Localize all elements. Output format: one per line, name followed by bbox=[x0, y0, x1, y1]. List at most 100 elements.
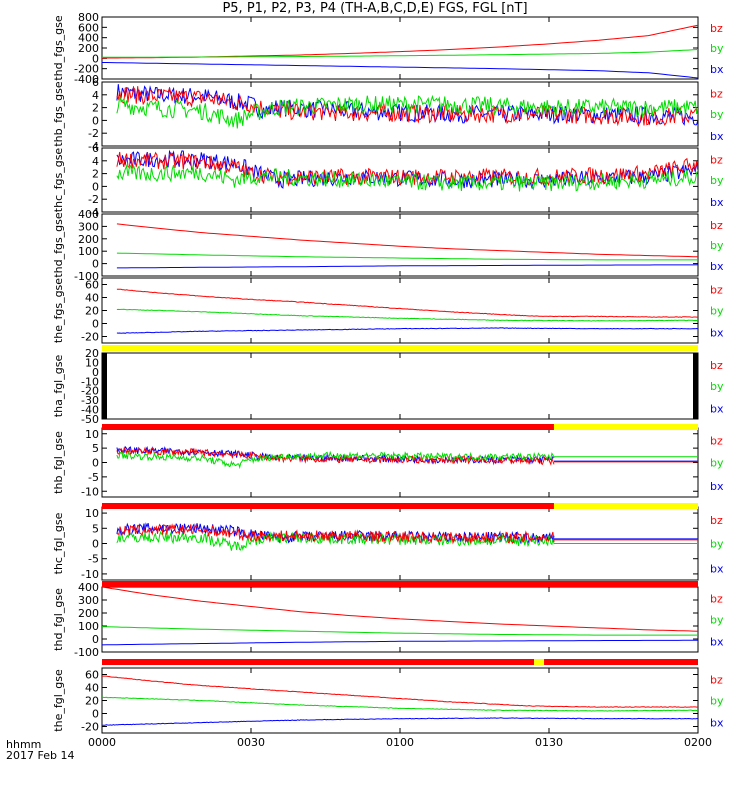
legend-bx: bx bbox=[710, 327, 724, 340]
y-tick-label: 10 bbox=[85, 428, 99, 441]
series-by-line bbox=[102, 49, 698, 58]
legend-by: by bbox=[710, 614, 724, 627]
y-tick-label: 4 bbox=[92, 89, 99, 102]
legend-bx: bx bbox=[710, 562, 724, 575]
y-tick-label: 0 bbox=[92, 180, 99, 193]
y-tick-label: 10 bbox=[85, 507, 99, 520]
series-bz-line bbox=[102, 587, 698, 632]
y-tick-label: 300 bbox=[78, 594, 99, 607]
data-edge-marker bbox=[102, 353, 107, 419]
panel-frame bbox=[101, 277, 699, 344]
y-tick-label: 2 bbox=[92, 102, 99, 115]
legend-bz: bz bbox=[710, 593, 723, 606]
series-bz-line bbox=[116, 151, 698, 187]
y-axis-label: thc_fgl_gse bbox=[52, 512, 65, 574]
legend-by: by bbox=[710, 538, 724, 551]
y-tick-label: 200 bbox=[78, 42, 99, 55]
status-bar-segment bbox=[102, 581, 698, 587]
y-tick-label: 20 bbox=[85, 695, 99, 708]
y-tick-label: -100 bbox=[74, 646, 99, 659]
series-bx-line bbox=[116, 327, 698, 334]
legend-by: by bbox=[710, 457, 724, 470]
legend-by: by bbox=[710, 108, 724, 121]
panel-frame bbox=[101, 352, 699, 420]
y-tick-label: 5 bbox=[92, 442, 99, 455]
y-tick-label: -5 bbox=[88, 553, 99, 566]
y-tick-label: 200 bbox=[78, 607, 99, 620]
series-group bbox=[116, 445, 698, 470]
y-tick-label: -2 bbox=[88, 193, 99, 206]
y-tick-label: 60 bbox=[85, 279, 99, 292]
y-tick-label: 400 bbox=[78, 581, 99, 594]
y-tick-label: -20 bbox=[81, 721, 99, 734]
status-bar-segment bbox=[544, 659, 698, 665]
y-axis-label: thd_fgl_gse bbox=[52, 588, 65, 651]
legend-bz: bz bbox=[710, 154, 723, 167]
series-bz-line bbox=[116, 223, 698, 258]
y-tick-label: 600 bbox=[78, 21, 99, 34]
legend-bz: bz bbox=[710, 514, 723, 527]
y-tick-label: 800 bbox=[78, 11, 99, 24]
y-tick-label: 5 bbox=[92, 522, 99, 535]
legend-by: by bbox=[710, 380, 724, 393]
y-tick-label: -100 bbox=[74, 270, 99, 283]
status-bar-segment bbox=[102, 659, 535, 665]
series-bx-line bbox=[102, 717, 698, 726]
panel-frame bbox=[101, 213, 699, 277]
status-bar-segment bbox=[553, 424, 698, 430]
legend-bz: bz bbox=[710, 359, 723, 372]
series-by-line bbox=[116, 450, 555, 470]
legend-bz: bz bbox=[710, 674, 723, 687]
y-axis-label: thd_fgs_gse bbox=[52, 15, 65, 81]
series-group bbox=[116, 84, 698, 129]
date-label: 2017 Feb 14 bbox=[6, 749, 75, 762]
series-bx-line bbox=[102, 639, 698, 646]
y-tick-label: -10 bbox=[81, 485, 99, 498]
y-tick-label: 0 bbox=[92, 708, 99, 721]
y-tick-label: -40 bbox=[81, 404, 99, 417]
y-axis-label: thb_fgs_gse bbox=[52, 81, 65, 147]
y-tick-label: -200 bbox=[74, 63, 99, 76]
series-bz-line bbox=[116, 288, 698, 318]
y-tick-label: 0 bbox=[92, 633, 99, 646]
series-by-line bbox=[116, 530, 555, 551]
series-by-line bbox=[116, 163, 698, 192]
y-tick-label: 300 bbox=[78, 220, 99, 233]
y-tick-label: -20 bbox=[81, 331, 99, 344]
y-tick-label: -4 bbox=[88, 206, 99, 219]
panel-thb-fgl-gse: -10-50 510 thb_fgl_gse bz by bx bbox=[52, 427, 724, 498]
y-tick-label: 2 bbox=[92, 168, 99, 181]
legend-by: by bbox=[710, 305, 724, 318]
series-by-line bbox=[102, 626, 698, 636]
y-tick-label: 6 bbox=[92, 76, 99, 89]
y-axis-label: thd_fgs_gse bbox=[52, 212, 65, 278]
series-by-line bbox=[102, 696, 698, 712]
y-axis-label: thc_fgs_gse bbox=[52, 148, 65, 213]
y-tick-label: 200 bbox=[78, 233, 99, 246]
y-tick-label: 40 bbox=[85, 682, 99, 695]
y-axis-label: tha_fgl_gse bbox=[52, 355, 65, 418]
series-group bbox=[102, 675, 698, 726]
y-tick-label: 0 bbox=[92, 52, 99, 65]
y-tick-label: 400 bbox=[78, 32, 99, 45]
status-bar-segment bbox=[553, 503, 698, 509]
y-tick-label: 0 bbox=[92, 366, 99, 379]
y-tick-label: -5 bbox=[88, 471, 99, 484]
legend-by: by bbox=[710, 174, 724, 187]
y-tick-label: 20 bbox=[85, 305, 99, 318]
y-tick-label: 0 bbox=[92, 457, 99, 470]
y-tick-label: -30 bbox=[81, 394, 99, 407]
series-by-line bbox=[116, 94, 698, 129]
legend-bx: bx bbox=[710, 717, 724, 730]
legend-bx: bx bbox=[710, 196, 724, 209]
y-tick-label: -10 bbox=[81, 568, 99, 581]
series-group bbox=[102, 587, 698, 646]
legend-bz: bz bbox=[710, 219, 723, 232]
status-bar-segment bbox=[102, 424, 554, 430]
y-tick-label: -50 bbox=[81, 413, 99, 426]
series-group bbox=[116, 149, 698, 192]
legend-bz: bz bbox=[710, 22, 723, 35]
